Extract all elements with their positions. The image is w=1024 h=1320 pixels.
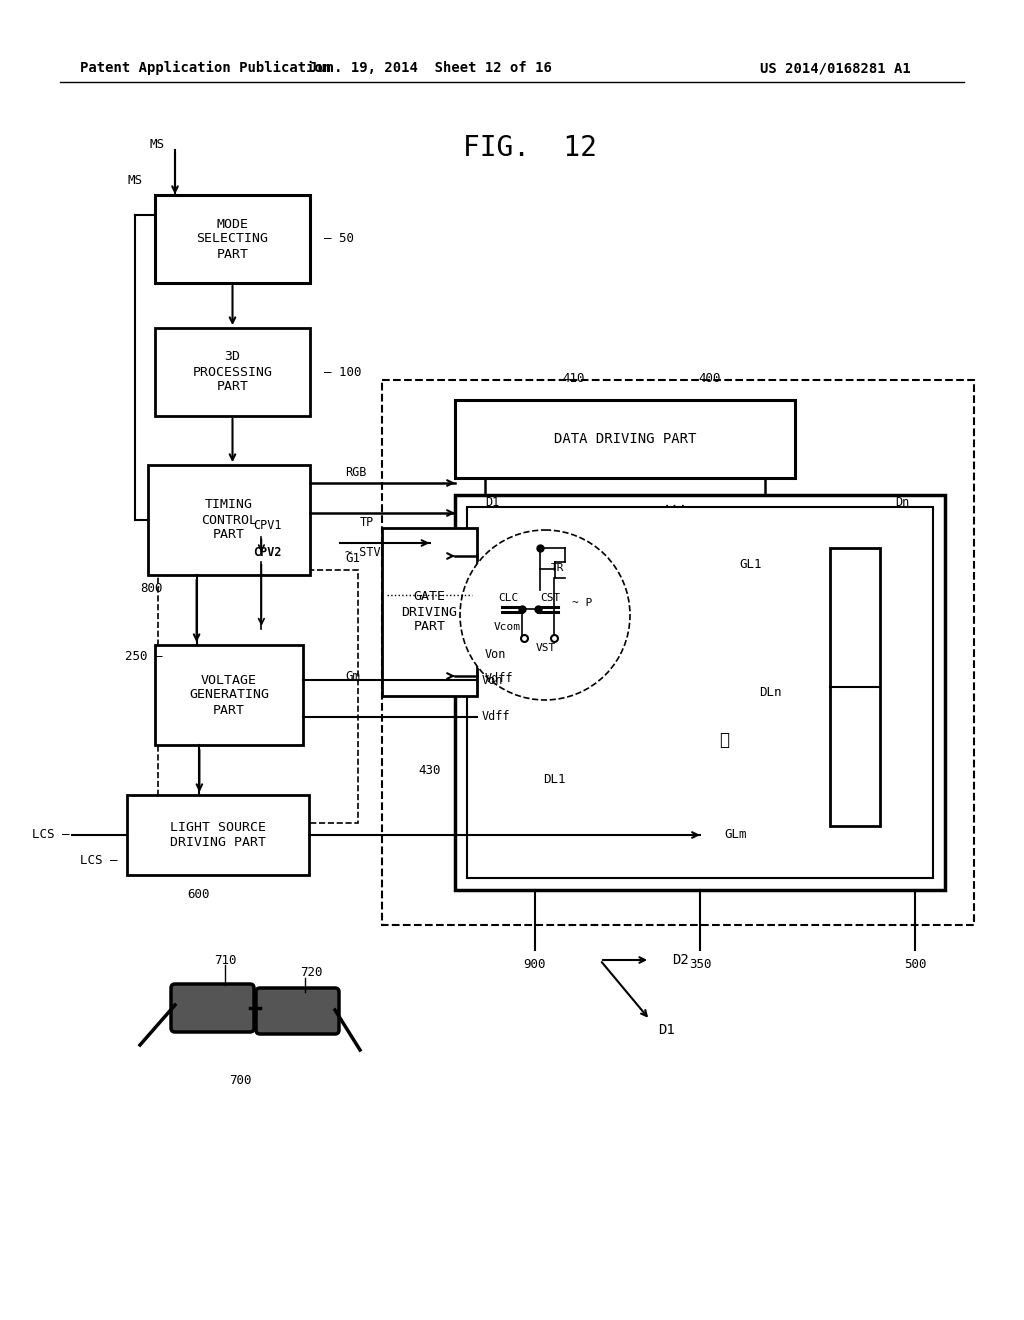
- Bar: [127, 795, 309, 875]
- Text: 600: 600: [186, 888, 209, 902]
- Text: ⋮: ⋮: [720, 731, 729, 748]
- Text: MODE
SELECTING
PART: MODE SELECTING PART: [197, 218, 268, 260]
- Text: 800: 800: [140, 582, 163, 595]
- Text: Vdff: Vdff: [482, 710, 511, 723]
- Text: — 100: — 100: [324, 366, 361, 379]
- Text: Von: Von: [485, 648, 507, 660]
- Text: LCS —: LCS —: [32, 829, 69, 842]
- Text: LIGHT SOURCE
DRIVING PART: LIGHT SOURCE DRIVING PART: [170, 821, 266, 849]
- Text: CPV2: CPV2: [253, 546, 282, 560]
- Text: TIMING
CONTROL
PART: TIMING CONTROL PART: [201, 499, 257, 541]
- Bar: [155, 327, 310, 416]
- Text: MS: MS: [127, 174, 142, 187]
- Text: 700: 700: [228, 1073, 251, 1086]
- Bar: [382, 380, 974, 925]
- Text: 410: 410: [563, 371, 586, 384]
- Text: 400: 400: [698, 371, 721, 384]
- Text: Vdff: Vdff: [485, 672, 513, 685]
- Bar: [467, 507, 933, 878]
- Text: CPV1: CPV1: [253, 519, 282, 532]
- Circle shape: [460, 531, 630, 700]
- Text: GLm: GLm: [725, 829, 746, 842]
- Text: Patent Application Publication: Patent Application Publication: [80, 61, 331, 75]
- Text: GL1: GL1: [739, 558, 762, 572]
- Text: RGB: RGB: [345, 466, 367, 479]
- Text: D2: D2: [672, 953, 689, 968]
- Text: DLn: DLn: [759, 686, 781, 700]
- Text: 720: 720: [300, 965, 323, 978]
- Bar: [455, 495, 945, 890]
- Text: ~ STV: ~ STV: [345, 546, 381, 560]
- Text: 350: 350: [689, 958, 712, 972]
- FancyBboxPatch shape: [256, 987, 339, 1034]
- Bar: [155, 195, 310, 282]
- Text: DL1: DL1: [543, 774, 565, 785]
- Text: G1: G1: [345, 552, 360, 565]
- Text: MS: MS: [150, 139, 165, 152]
- Text: D1: D1: [658, 1023, 675, 1038]
- Text: CLC: CLC: [498, 593, 518, 603]
- Text: 710: 710: [214, 953, 237, 966]
- Text: Dn: Dn: [895, 496, 909, 510]
- Text: DATA DRIVING PART: DATA DRIVING PART: [554, 432, 696, 446]
- Text: CST: CST: [540, 593, 560, 603]
- Text: ...: ...: [663, 496, 688, 510]
- Text: Jun. 19, 2014  Sheet 12 of 16: Jun. 19, 2014 Sheet 12 of 16: [308, 61, 552, 75]
- Bar: [382, 528, 477, 696]
- Text: TP: TP: [360, 516, 374, 529]
- Text: GATE
DRIVING
PART: GATE DRIVING PART: [401, 590, 458, 634]
- Text: LCS —: LCS —: [80, 854, 117, 867]
- Bar: [455, 400, 795, 478]
- Text: 900: 900: [523, 958, 546, 972]
- Bar: [158, 570, 358, 822]
- Text: VOLTAGE
GENERATING
PART: VOLTAGE GENERATING PART: [189, 673, 269, 717]
- Text: 3D
PROCESSING
PART: 3D PROCESSING PART: [193, 351, 272, 393]
- Text: ~ P: ~ P: [572, 598, 592, 609]
- Text: 500: 500: [904, 958, 927, 972]
- Text: Von: Von: [482, 673, 504, 686]
- Text: VST: VST: [536, 643, 556, 653]
- Text: US 2014/0168281 A1: US 2014/0168281 A1: [760, 61, 910, 75]
- Text: TR: TR: [551, 564, 564, 573]
- Text: 430: 430: [418, 764, 440, 777]
- Bar: [155, 645, 303, 744]
- Text: Gm: Gm: [345, 669, 360, 682]
- FancyBboxPatch shape: [171, 983, 254, 1032]
- Bar: [148, 465, 310, 576]
- Text: — 50: — 50: [324, 232, 354, 246]
- Text: Vcom: Vcom: [494, 622, 521, 632]
- Text: FIG.  12: FIG. 12: [463, 135, 597, 162]
- Bar: [830, 548, 880, 826]
- Text: D1: D1: [485, 496, 500, 510]
- Text: 250 —: 250 —: [125, 651, 163, 664]
